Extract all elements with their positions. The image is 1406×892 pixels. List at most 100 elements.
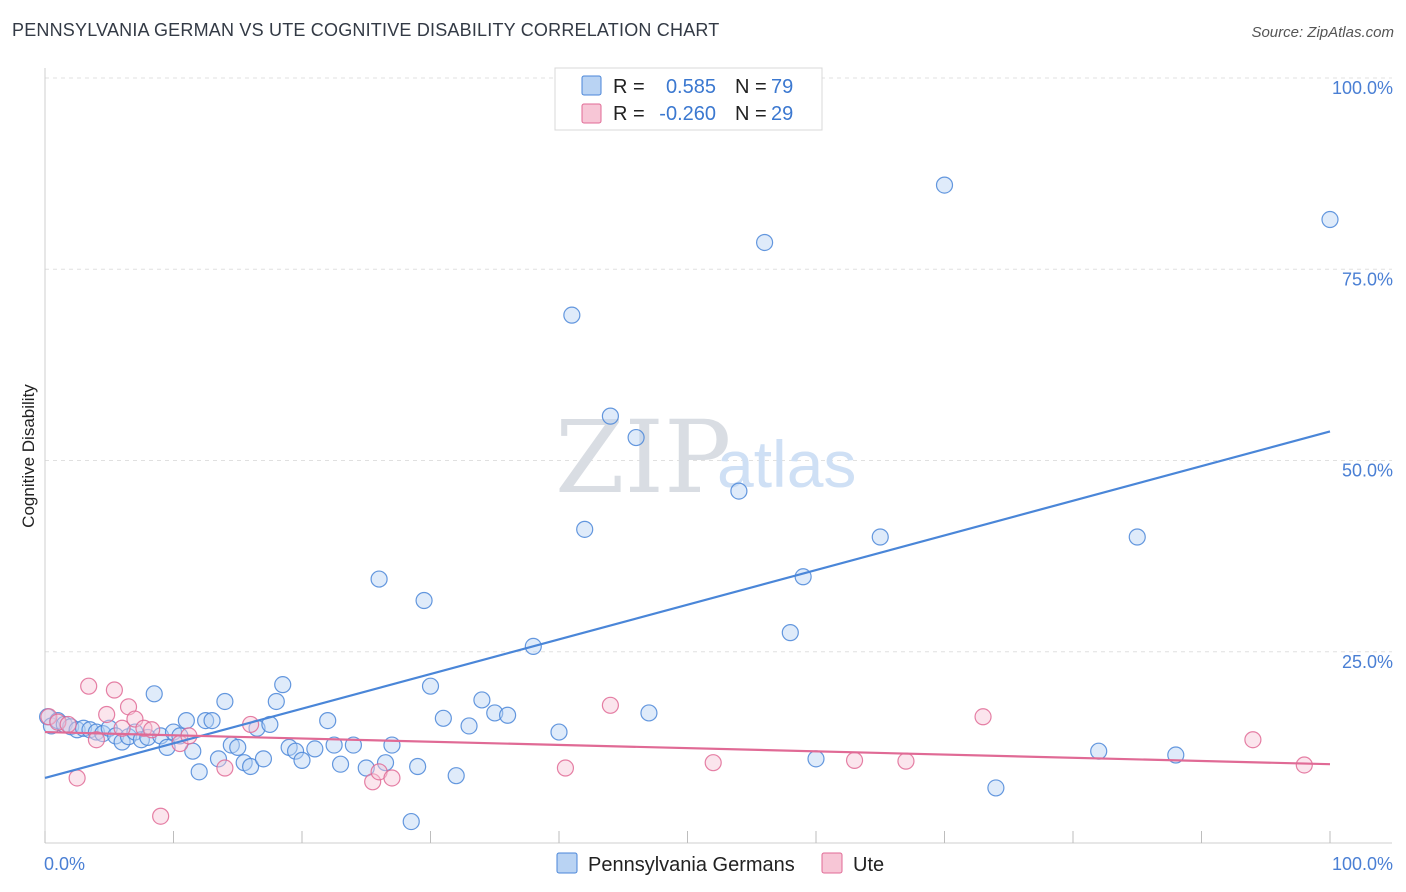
ute-point [704,754,722,772]
stats-n-label: N = [735,76,767,98]
pennsylvania-german-point [576,520,594,538]
pennsylvania-german-point [434,709,452,727]
pennsylvania-german-point [499,706,517,724]
pennsylvania-german-point [344,736,362,754]
stats-n-value: 79 [771,76,793,98]
ute-point [383,769,401,787]
pennsylvania-german-point [1128,528,1146,546]
stats-r-label: R = [613,76,645,98]
ute-point [216,759,234,777]
ute-point [974,708,992,726]
ute-trend-line [44,730,1331,766]
stats-r-value: -0.260 [659,103,716,125]
source-label: Source: ZipAtlas.com [1251,24,1394,41]
pennsylvania-german-point [415,591,433,610]
ute-point [126,710,144,728]
series-legend-label: Ute [853,854,884,876]
pennsylvania-german-point [274,676,292,694]
trend-lines [44,430,1331,780]
ute-point [1244,731,1262,749]
pennsylvania-german-point [376,754,395,772]
ute-point [105,681,123,699]
stats-n-value: 29 [771,103,793,125]
stats-n-label: N = [735,103,767,125]
pennsylvania-german-point [1167,746,1185,764]
data-points [38,176,1339,831]
pennsylvania-german-point [486,704,504,722]
pennsylvania-german-point [421,677,440,695]
watermark-zip: ZIP [555,399,731,516]
pennsylvania-german-point [145,685,163,703]
pennsylvania-german-point [293,751,311,769]
pennsylvania-german-point [242,757,260,776]
pennsylvania-german-point [550,723,568,741]
pennsylvania-german-point [357,759,375,777]
pennsylvania-german-point [730,482,748,500]
ute-point [68,769,86,787]
y-tick-label: 75.0% [1342,269,1393,289]
pennsylvania-german-point [409,757,427,776]
stats-r-value: 0.585 [666,76,716,98]
ute-point [49,713,67,731]
series-legend-swatch-pink [821,852,843,874]
stats-legend: R = 0.585 N = 79 R = -0.260 N = 29 [554,67,823,131]
pennsylvania-german-point [216,692,234,711]
y-tick-label: 50.0% [1342,461,1393,481]
pennsylvania-german-point [319,711,337,730]
pennsylvania-german-point [325,736,343,754]
watermark-atlas: atlas [717,427,856,501]
pennsylvania-german-point [286,742,305,760]
series-legend: Pennsylvania Germans Ute [556,852,884,876]
pennsylvania-german-point [254,750,273,768]
pennsylvania-german-point [370,570,388,588]
pennsylvania-german-point [640,704,658,722]
pennsylvania-german-trend-line [44,430,1331,780]
pennsylvania-german-point [197,711,215,730]
watermark: ZIP atlas [555,399,856,516]
pennsylvania-german-point [177,711,195,730]
pennsylvania-german-point [807,750,825,768]
pennsylvania-german-point [331,755,350,773]
pennsylvania-german-point [267,692,285,711]
pennsylvania-german-point [190,763,208,781]
pennsylvania-german-point [383,736,401,754]
ute-point [59,715,77,734]
pennsylvania-german-point [402,812,420,831]
pennsylvania-german-point [755,233,774,252]
pennsylvania-german-point [935,176,954,194]
pennsylvania-german-point [203,711,221,730]
stats-legend-swatch-blue [581,75,602,96]
pennsylvania-german-point [473,691,491,709]
ute-point [152,807,170,825]
pennsylvania-german-point [781,624,799,642]
grid [45,77,1392,653]
y-axis-title: Cognitive Disability [19,384,38,528]
pennsylvania-german-point [987,779,1005,797]
pennsylvania-german-point [627,428,645,447]
ute-point [601,696,620,714]
pennsylvania-german-point [601,407,620,425]
axes [44,68,1392,844]
pennsylvania-german-point [563,306,581,324]
pennsylvania-german-point [1090,742,1108,760]
pennsylvania-german-point [209,750,228,768]
ute-point [364,773,382,791]
ute-point [80,677,98,695]
ute-point [1295,756,1313,774]
pennsylvania-german-point [871,528,889,546]
series-legend-label: Pennsylvania Germans [588,854,795,876]
ute-point [113,719,131,737]
pennsylvania-german-point [1321,210,1339,229]
tick-labels: 25.0% 50.0% 75.0% 100.0% 0.0% 100.0% [44,78,1393,874]
ute-point [40,708,58,726]
ute-point [556,759,575,777]
y-tick-label: 25.0% [1342,652,1393,672]
ute-point [897,752,915,770]
ute-point [845,751,864,769]
pennsylvania-german-point [447,767,465,785]
pennsylvania-german-point [460,717,478,735]
pennsylvania-german-point [306,740,324,758]
stats-legend-swatch-pink [581,103,602,124]
ute-point [98,705,116,724]
